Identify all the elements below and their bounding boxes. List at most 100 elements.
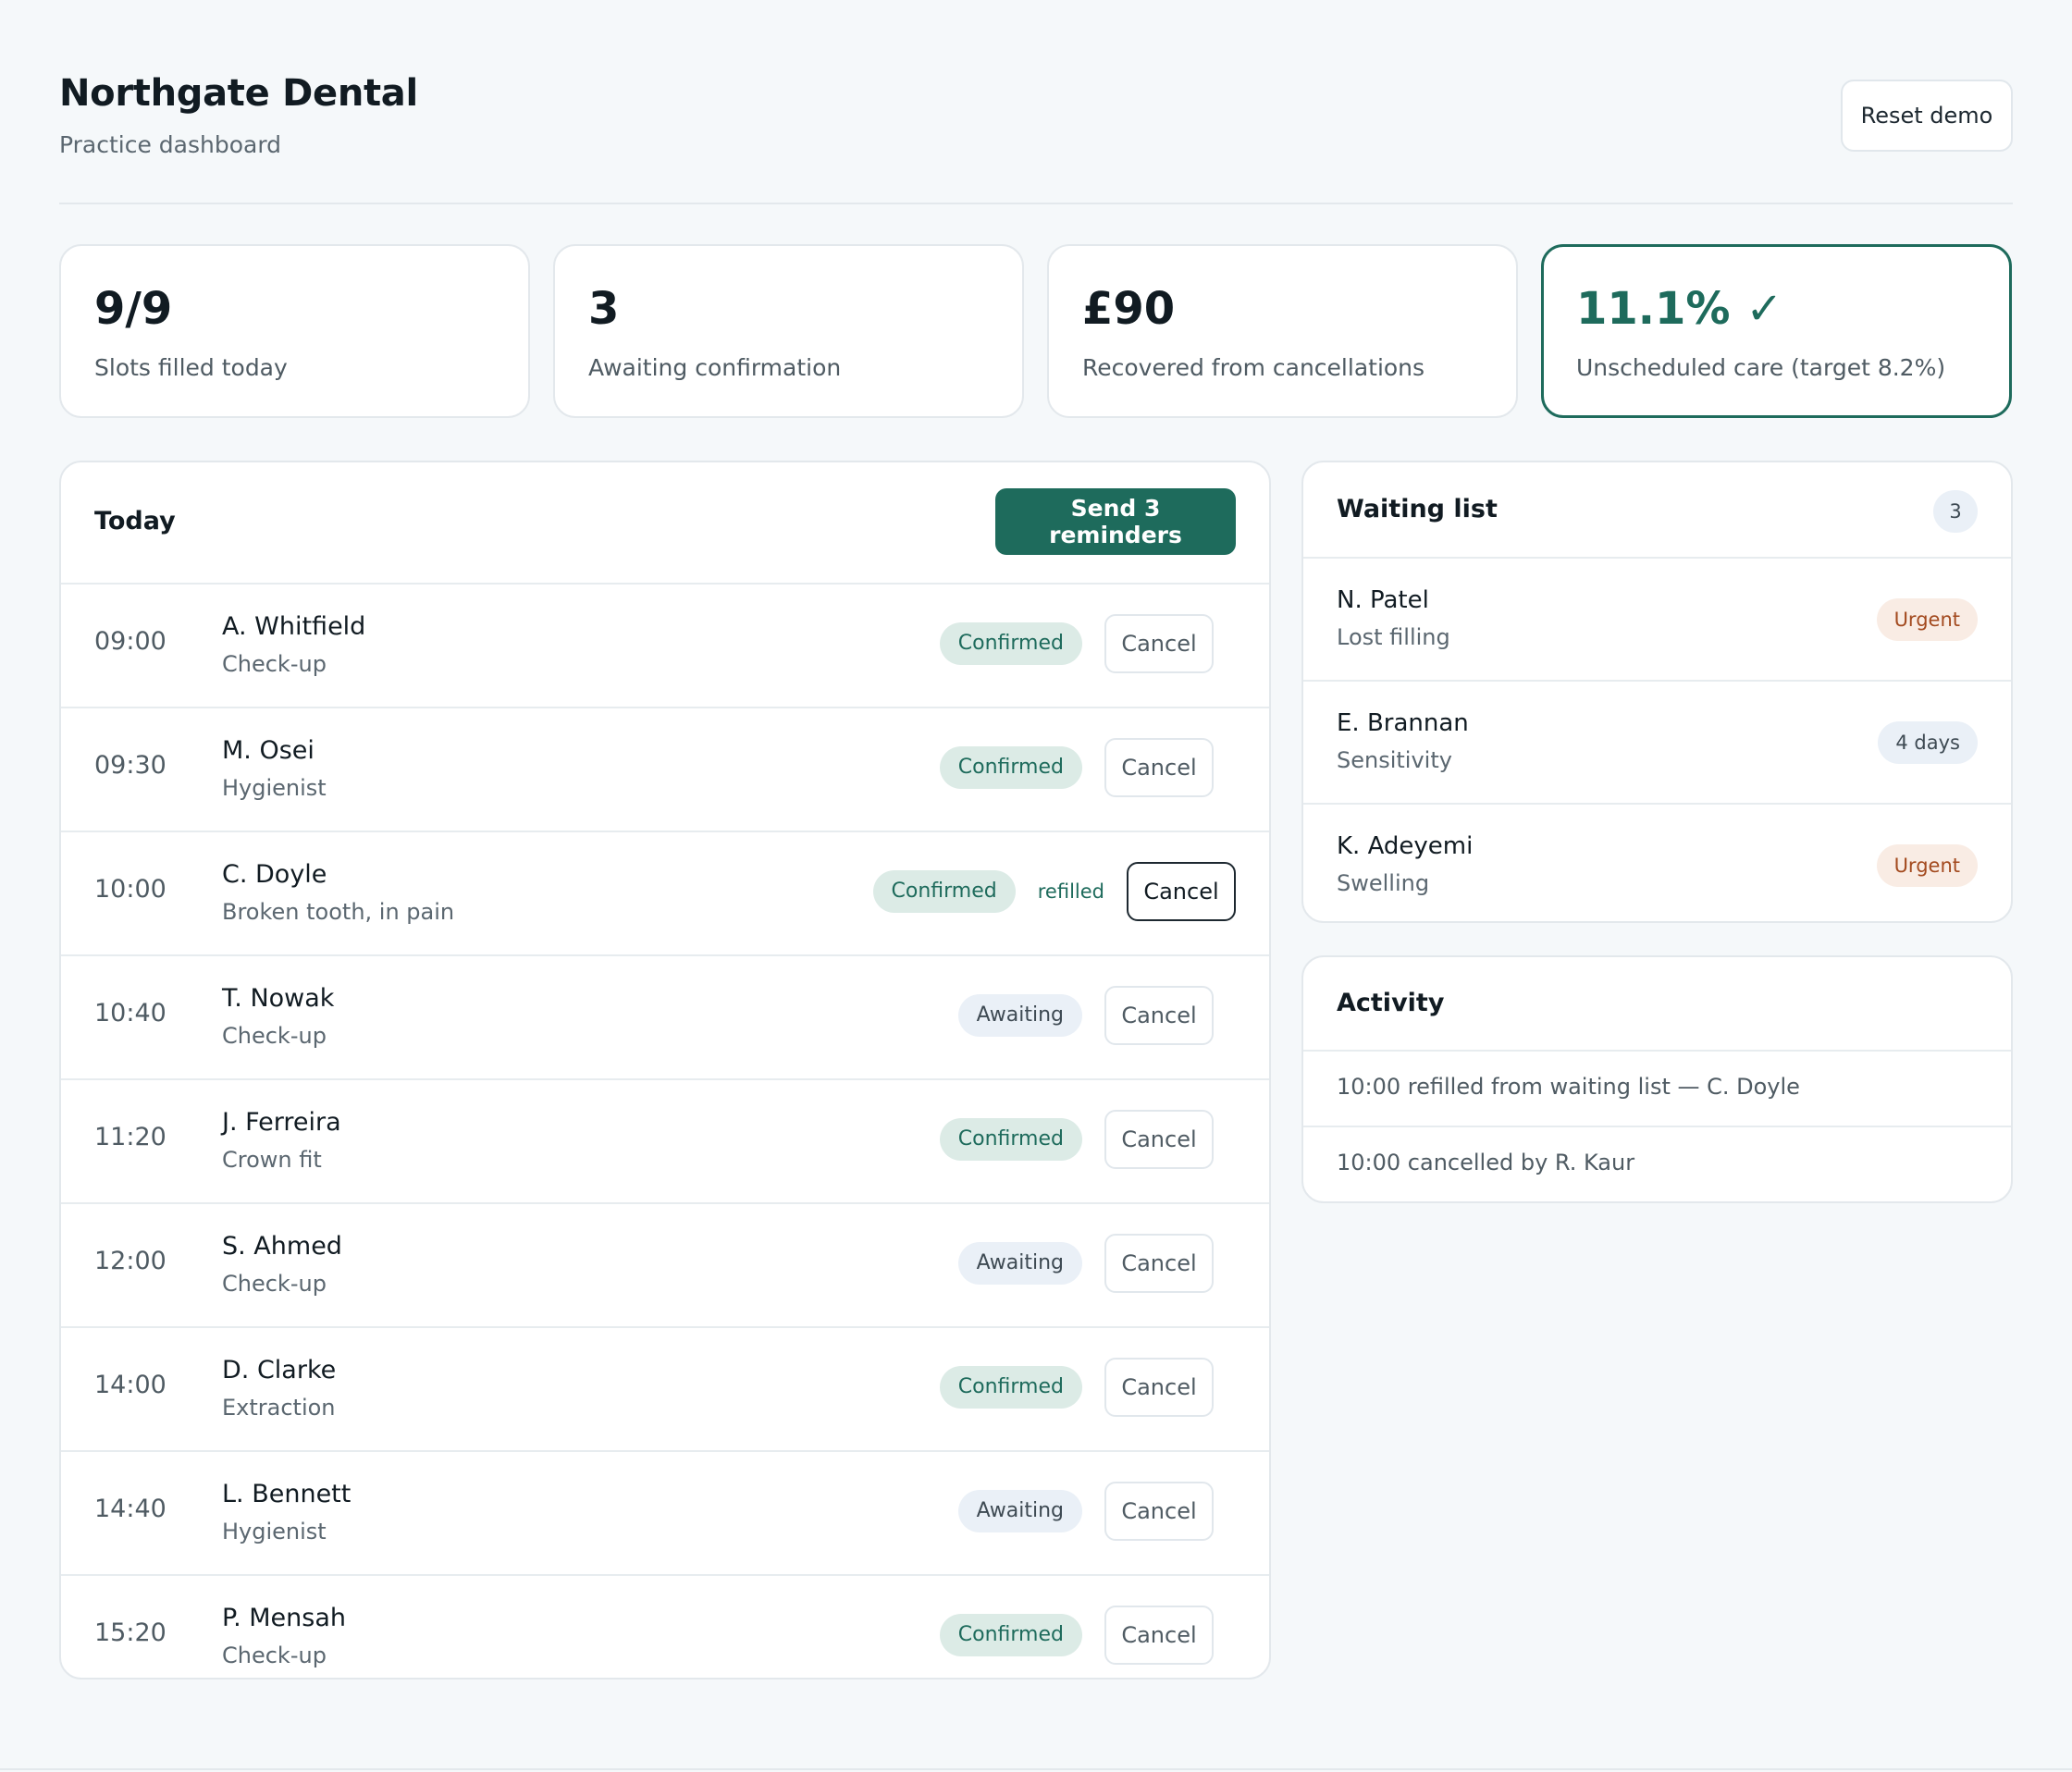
waiting-list-card: Waiting list 3 N. Patel Lost filling Urg… (1301, 461, 2013, 923)
stat-value: 3 (588, 283, 620, 335)
appointment-row: 15:20 P. Mensah Check-up Confirmed Cance… (61, 1576, 1269, 1678)
row-actions: Confirmed Cancel (939, 614, 1214, 673)
appointment-type: Hygienist (222, 1519, 327, 1544)
appointment-row: 10:00 C. Doyle Broken tooth, in pain Con… (61, 832, 1269, 956)
appointment-row: 14:40 L. Bennett Hygienist Awaiting Canc… (61, 1452, 1269, 1576)
cancel-button[interactable]: Cancel (1104, 1482, 1214, 1541)
patient-name: S. Ahmed (222, 1232, 342, 1261)
row-actions: Confirmed Cancel (939, 738, 1214, 797)
patient-reason: Swelling (1337, 870, 1430, 896)
waiting-list-header: Waiting list 3 (1303, 462, 2011, 559)
patient-name: A. Whitfield (222, 612, 366, 641)
footer-divider (0, 1768, 2072, 1770)
row-actions: Awaiting Cancel (957, 1482, 1214, 1541)
reset-demo-button[interactable]: Reset demo (1841, 80, 2013, 152)
activity-text: 10:00 refilled from waiting list — C. Do… (1337, 1074, 1800, 1100)
patient-name: M. Osei (222, 736, 314, 765)
activity-title: Activity (1337, 989, 1445, 1017)
appointment-row: 09:00 A. Whitfield Check-up Confirmed Ca… (61, 585, 1269, 708)
patient-reason: Sensitivity (1337, 747, 1452, 773)
stat-label: Unscheduled care (target 8.2%) (1576, 354, 1946, 381)
stat-value: 11.1% ✓ (1576, 283, 1783, 335)
cancel-button[interactable]: Cancel (1104, 614, 1214, 673)
appointment-time: 14:40 (94, 1495, 166, 1523)
urgency-badge: Urgent (1876, 844, 1978, 887)
today-title: Today (94, 507, 176, 535)
appointment-time: 15:20 (94, 1618, 166, 1647)
waiting-count-badge: 3 (1933, 490, 1978, 533)
status-badge: Confirmed (872, 870, 1016, 913)
stat-card-slots-filled: 9/9 Slots filled today (59, 244, 530, 418)
stat-label: Slots filled today (94, 354, 288, 381)
appointment-time: 10:00 (94, 875, 166, 904)
appointment-time: 09:00 (94, 627, 166, 656)
cancel-button[interactable]: Cancel (1104, 1358, 1214, 1417)
appointment-time: 09:30 (94, 751, 166, 780)
cancel-button[interactable]: Cancel (1104, 1110, 1214, 1169)
patient-name: T. Nowak (222, 984, 335, 1013)
stat-label: Recovered from cancellations (1082, 354, 1425, 381)
patient-name: P. Mensah (222, 1604, 346, 1632)
status-badge: Confirmed (939, 622, 1082, 665)
appointment-type: Crown fit (222, 1147, 322, 1173)
row-actions: Confirmed Cancel (939, 1606, 1214, 1665)
patient-name: J. Ferreira (222, 1108, 341, 1137)
patient-name: N. Patel (1337, 586, 1429, 614)
today-header: Today Send 3 reminders (61, 462, 1269, 585)
row-actions: Confirmed refilled Cancel (872, 862, 1236, 921)
appointment-type: Check-up (222, 651, 327, 677)
page-header: Northgate Dental Practice dashboard Rese… (59, 0, 2013, 204)
appointment-type: Extraction (222, 1395, 336, 1421)
practice-title: Northgate Dental (59, 72, 418, 115)
cancel-button[interactable]: Cancel (1104, 986, 1214, 1045)
cancel-button[interactable]: Cancel (1104, 738, 1214, 797)
activity-card: Activity 10:00 refilled from waiting lis… (1301, 955, 2013, 1203)
row-actions: Confirmed Cancel (939, 1358, 1214, 1417)
appointment-type: Hygienist (222, 775, 327, 801)
activity-item: 10:00 refilled from waiting list — C. Do… (1303, 1052, 2011, 1127)
stat-label: Awaiting confirmation (588, 354, 842, 381)
stat-card-unscheduled-care: 11.1% ✓ Unscheduled care (target 8.2%) (1541, 244, 2012, 418)
appointment-type: Check-up (222, 1643, 327, 1668)
waiting-list-title: Waiting list (1337, 495, 1498, 523)
patient-name: E. Brannan (1337, 709, 1469, 737)
appointment-time: 12:00 (94, 1247, 166, 1275)
appointment-row: 12:00 S. Ahmed Check-up Awaiting Cancel (61, 1204, 1269, 1328)
row-actions: Confirmed Cancel (939, 1110, 1214, 1169)
appointment-type: Broken tooth, in pain (222, 899, 455, 925)
urgency-badge: Urgent (1876, 598, 1978, 641)
appointment-row: 14:00 D. Clarke Extraction Confirmed Can… (61, 1328, 1269, 1452)
stats-row: 9/9 Slots filled today 3 Awaiting confir… (59, 244, 2013, 420)
waiting-list-item[interactable]: E. Brannan Sensitivity 4 days (1303, 682, 2011, 805)
refilled-label: refilled (1037, 880, 1104, 903)
patient-name: D. Clarke (222, 1356, 337, 1384)
status-badge: Confirmed (939, 1614, 1082, 1656)
send-reminders-button[interactable]: Send 3 reminders (995, 488, 1236, 555)
activity-item: 10:00 cancelled by R. Kaur (1303, 1127, 2011, 1201)
cancel-button[interactable]: Cancel (1104, 1606, 1214, 1665)
stat-card-recovered: £90 Recovered from cancellations (1047, 244, 1518, 418)
status-badge: Confirmed (939, 1366, 1082, 1409)
row-actions: Awaiting Cancel (957, 986, 1214, 1045)
appointment-time: 14:00 (94, 1371, 166, 1399)
activity-text: 10:00 cancelled by R. Kaur (1337, 1150, 1635, 1175)
status-badge: Confirmed (939, 1118, 1082, 1161)
dashboard-page: Northgate Dental Practice dashboard Rese… (59, 0, 2013, 1680)
status-badge: Awaiting (957, 1490, 1082, 1532)
row-actions: Awaiting Cancel (957, 1234, 1214, 1293)
patient-name: C. Doyle (222, 860, 327, 889)
status-badge: Confirmed (939, 746, 1082, 789)
waiting-list-item[interactable]: K. Adeyemi Swelling Urgent (1303, 805, 2011, 921)
patient-reason: Lost filling (1337, 624, 1450, 650)
waiting-list-item[interactable]: N. Patel Lost filling Urgent (1303, 559, 2011, 682)
cancel-button[interactable]: Cancel (1104, 1234, 1214, 1293)
patient-name: L. Bennett (222, 1480, 352, 1508)
today-schedule-card: Today Send 3 reminders 09:00 A. Whitfiel… (59, 461, 1271, 1680)
appointment-time: 10:40 (94, 999, 166, 1028)
stat-value: £90 (1082, 283, 1176, 335)
activity-header: Activity (1303, 957, 2011, 1052)
stat-card-awaiting: 3 Awaiting confirmation (553, 244, 1024, 418)
cancel-button[interactable]: Cancel (1127, 862, 1236, 921)
appointment-type: Check-up (222, 1271, 327, 1297)
appointment-row: 10:40 T. Nowak Check-up Awaiting Cancel (61, 956, 1269, 1080)
